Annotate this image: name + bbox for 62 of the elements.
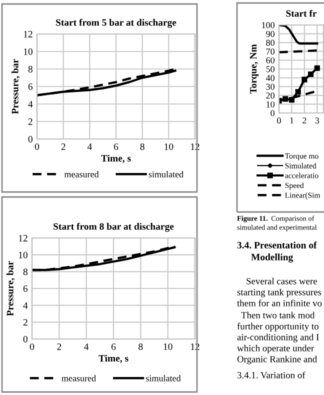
- x-tick-label: 0: [277, 117, 281, 124]
- x-axis-title: Time, s: [98, 354, 128, 364]
- x-tick-label: 6: [111, 343, 116, 350]
- legend-label: measured: [62, 374, 96, 382]
- x-tick-label: 10: [164, 343, 172, 350]
- x-tick-label: 1: [290, 117, 294, 124]
- y-tick-label: 0: [270, 110, 274, 116]
- y-tick-label: 2: [23, 319, 28, 326]
- text: Modelling: [251, 254, 294, 262]
- y-tick-label: 40: [266, 74, 274, 82]
- text: Organic Rankine and: [237, 356, 317, 364]
- x-tick-label: 4: [87, 144, 92, 150]
- y-tick-label: 0: [23, 336, 28, 342]
- y-axis-title: Pressure, bar: [6, 261, 15, 316]
- text: which operate under: [237, 344, 314, 354]
- x-tick-label: 6: [114, 143, 118, 150]
- y-tick-label: 6: [23, 285, 28, 292]
- x-axis-title: Time, s: [101, 154, 131, 164]
- x-tick-label: 3: [315, 117, 320, 124]
- x-tick-label: 2: [302, 117, 306, 124]
- x-tick-label: 8: [138, 343, 143, 350]
- text: Several cases were: [246, 278, 317, 284]
- y-tick-label: 8: [23, 268, 28, 276]
- legend-label: simulated: [146, 374, 181, 382]
- y-tick-label: 100: [262, 22, 274, 28]
- x-tick-label: 10: [164, 143, 174, 150]
- y-axis-title: Torque, Nm: [250, 44, 259, 94]
- y-tick-label: 10: [24, 48, 32, 55]
- legend-label: measured: [64, 171, 99, 178]
- y-tick-label: 10: [266, 101, 274, 108]
- y-tick-label: 90: [266, 30, 274, 38]
- y-tick-label: 70: [266, 48, 274, 55]
- y-tick-label: 6: [28, 83, 33, 90]
- text: them for an infinite vo: [237, 300, 322, 306]
- chart-title: Start fr: [286, 10, 317, 17]
- y-tick-label: 8: [28, 66, 32, 72]
- text: starting tank pressures: [237, 288, 322, 298]
- chart-title: Start from 8 bar at discharge: [54, 222, 174, 232]
- x-tick-label: 8: [140, 143, 144, 150]
- y-tick-label: 60: [266, 57, 274, 64]
- legend-label: simulated: [148, 171, 184, 178]
- text: 3.4.1. Variation of: [237, 372, 306, 378]
- y-tick-label: 80: [266, 40, 274, 46]
- chart-title: Start from 5 bar at discharge: [56, 18, 176, 28]
- y-tick-label: 10: [18, 252, 28, 258]
- y-tick-label: 4: [23, 302, 28, 309]
- x-tick-label: 0: [34, 143, 40, 150]
- text: air-conditioning and I: [237, 334, 319, 342]
- text: Then two tank mod: [241, 312, 315, 318]
- y-tick-label: 0: [28, 136, 32, 142]
- y-tick-label: 12: [24, 30, 32, 38]
- y-tick-label: 4: [28, 100, 33, 108]
- y-tick-label: 50: [266, 66, 274, 72]
- y-tick-label: 20: [266, 92, 274, 99]
- x-tick-label: 4: [84, 344, 89, 350]
- y-tick-label: 12: [18, 234, 28, 242]
- x-tick-label: 2: [57, 343, 62, 350]
- y-tick-label: 30: [266, 84, 274, 90]
- x-tick-label: 2: [61, 143, 66, 150]
- text: further opportunity to: [237, 322, 318, 332]
- text: 3.4. Presentation of: [237, 241, 317, 248]
- y-axis-title: Pressure, bar: [12, 59, 20, 114]
